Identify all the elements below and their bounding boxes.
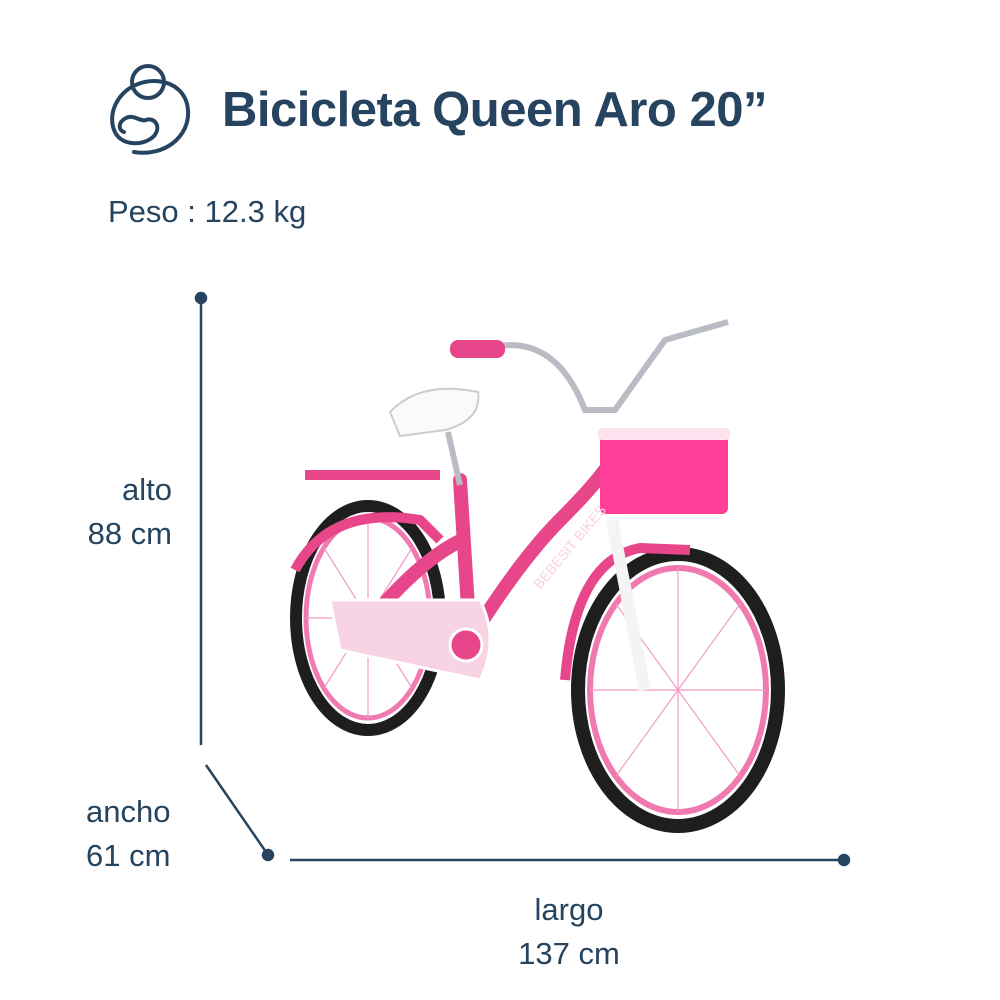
front-wheel: [571, 547, 785, 833]
rear-fender: [290, 512, 444, 573]
weight-separator: :: [178, 194, 205, 229]
fork: [606, 518, 651, 692]
length-value: 137 cm: [518, 936, 620, 971]
height-dimension: alto 88 cm: [88, 468, 172, 556]
width-value: 61 cm: [86, 838, 171, 873]
basket: [600, 432, 728, 514]
width-line: [204, 764, 268, 853]
weight-label: Peso: [108, 194, 179, 229]
length-dimension: largo 137 cm: [469, 888, 669, 976]
handlebar: [454, 319, 729, 413]
logo-icon: [110, 64, 191, 155]
chain-guard: [328, 598, 492, 682]
weight-value: 12.3 kg: [204, 194, 307, 229]
grip: [450, 340, 505, 358]
height-label: alto: [122, 472, 172, 507]
weight-text: Peso : 12.3 kg: [108, 194, 306, 230]
page-title: Bicicleta Queen Aro 20”: [222, 83, 767, 137]
front-fender: [560, 542, 691, 681]
width-dimension: ancho 61 cm: [86, 790, 170, 878]
seat: [388, 387, 480, 438]
width-label: ancho: [86, 794, 171, 829]
height-value: 88 cm: [87, 516, 172, 551]
rear-rack: [305, 470, 440, 480]
length-label: largo: [534, 892, 604, 927]
